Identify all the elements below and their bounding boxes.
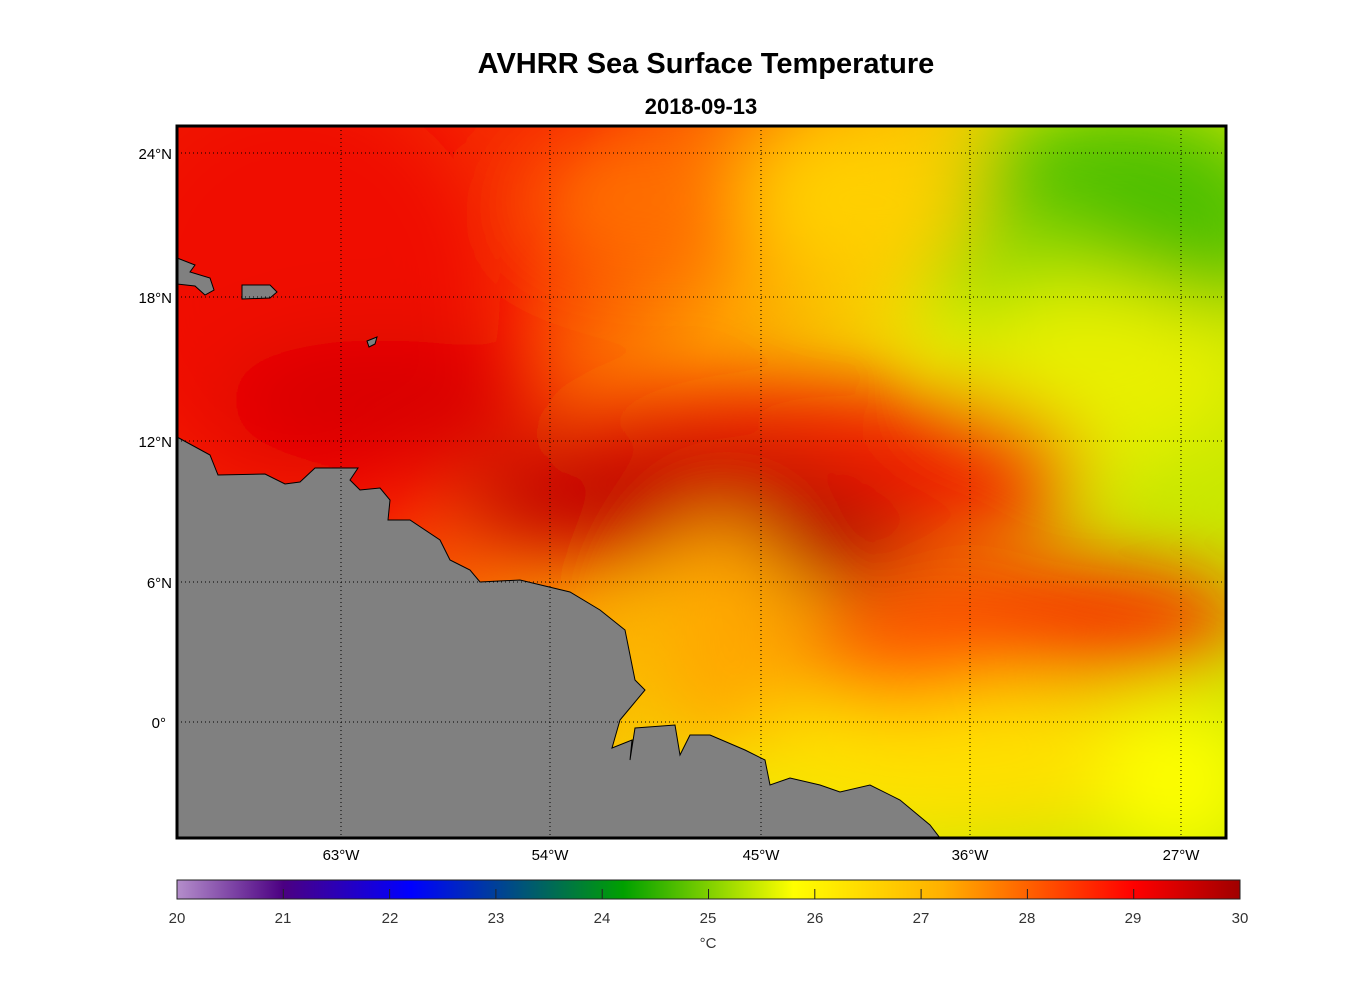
lon-label: 54°W bbox=[532, 847, 570, 864]
land-island bbox=[366, 336, 378, 348]
colorbar: 20 21 22 23 24 25 26 27 28 29 30 °C bbox=[169, 879, 1249, 952]
colorbar-tick-label: 22 bbox=[382, 910, 399, 927]
lon-label: 27°W bbox=[1163, 847, 1201, 864]
lon-label: 45°W bbox=[743, 847, 781, 864]
sst-field bbox=[177, 126, 1226, 838]
colorbar-tick-label: 24 bbox=[594, 910, 611, 927]
lat-labels: 24°N 18°N 12°N 6°N 0° bbox=[138, 146, 172, 732]
colorbar-tick-label: 28 bbox=[1019, 910, 1036, 927]
map-frame bbox=[175, 124, 1228, 840]
lat-label: 18°N bbox=[138, 290, 172, 307]
colorbar-tick-label: 30 bbox=[1232, 910, 1249, 927]
lon-label: 63°W bbox=[323, 847, 361, 864]
lat-label: 6°N bbox=[147, 575, 172, 592]
colorbar-tick-label: 25 bbox=[700, 910, 717, 927]
colorbar-unit: °C bbox=[700, 935, 717, 952]
lon-labels: 63°W 54°W 45°W 36°W 27°W bbox=[323, 847, 1201, 864]
land-hispaniola bbox=[177, 257, 215, 296]
lat-label: 24°N bbox=[138, 146, 172, 163]
colorbar-ticks bbox=[282, 889, 1135, 899]
colorbar-tick-label: 29 bbox=[1125, 910, 1142, 927]
lat-label: 12°N bbox=[138, 434, 172, 451]
lat-label: 0° bbox=[152, 715, 166, 732]
colorbar-tick-label: 27 bbox=[913, 910, 930, 927]
chart-title: AVHRR Sea Surface Temperature bbox=[477, 48, 935, 80]
land-south-america bbox=[177, 436, 941, 838]
colorbar-tick-label: 20 bbox=[169, 910, 186, 927]
colorbar-tick-label: 21 bbox=[275, 910, 292, 927]
land-puerto-rico bbox=[241, 284, 278, 300]
chart-subtitle: 2018-09-13 bbox=[644, 94, 758, 119]
colorbar-tick-label: 26 bbox=[807, 910, 824, 927]
gridlines bbox=[177, 126, 1226, 838]
lon-label: 36°W bbox=[952, 847, 990, 864]
colorbar-tick-label: 23 bbox=[488, 910, 505, 927]
